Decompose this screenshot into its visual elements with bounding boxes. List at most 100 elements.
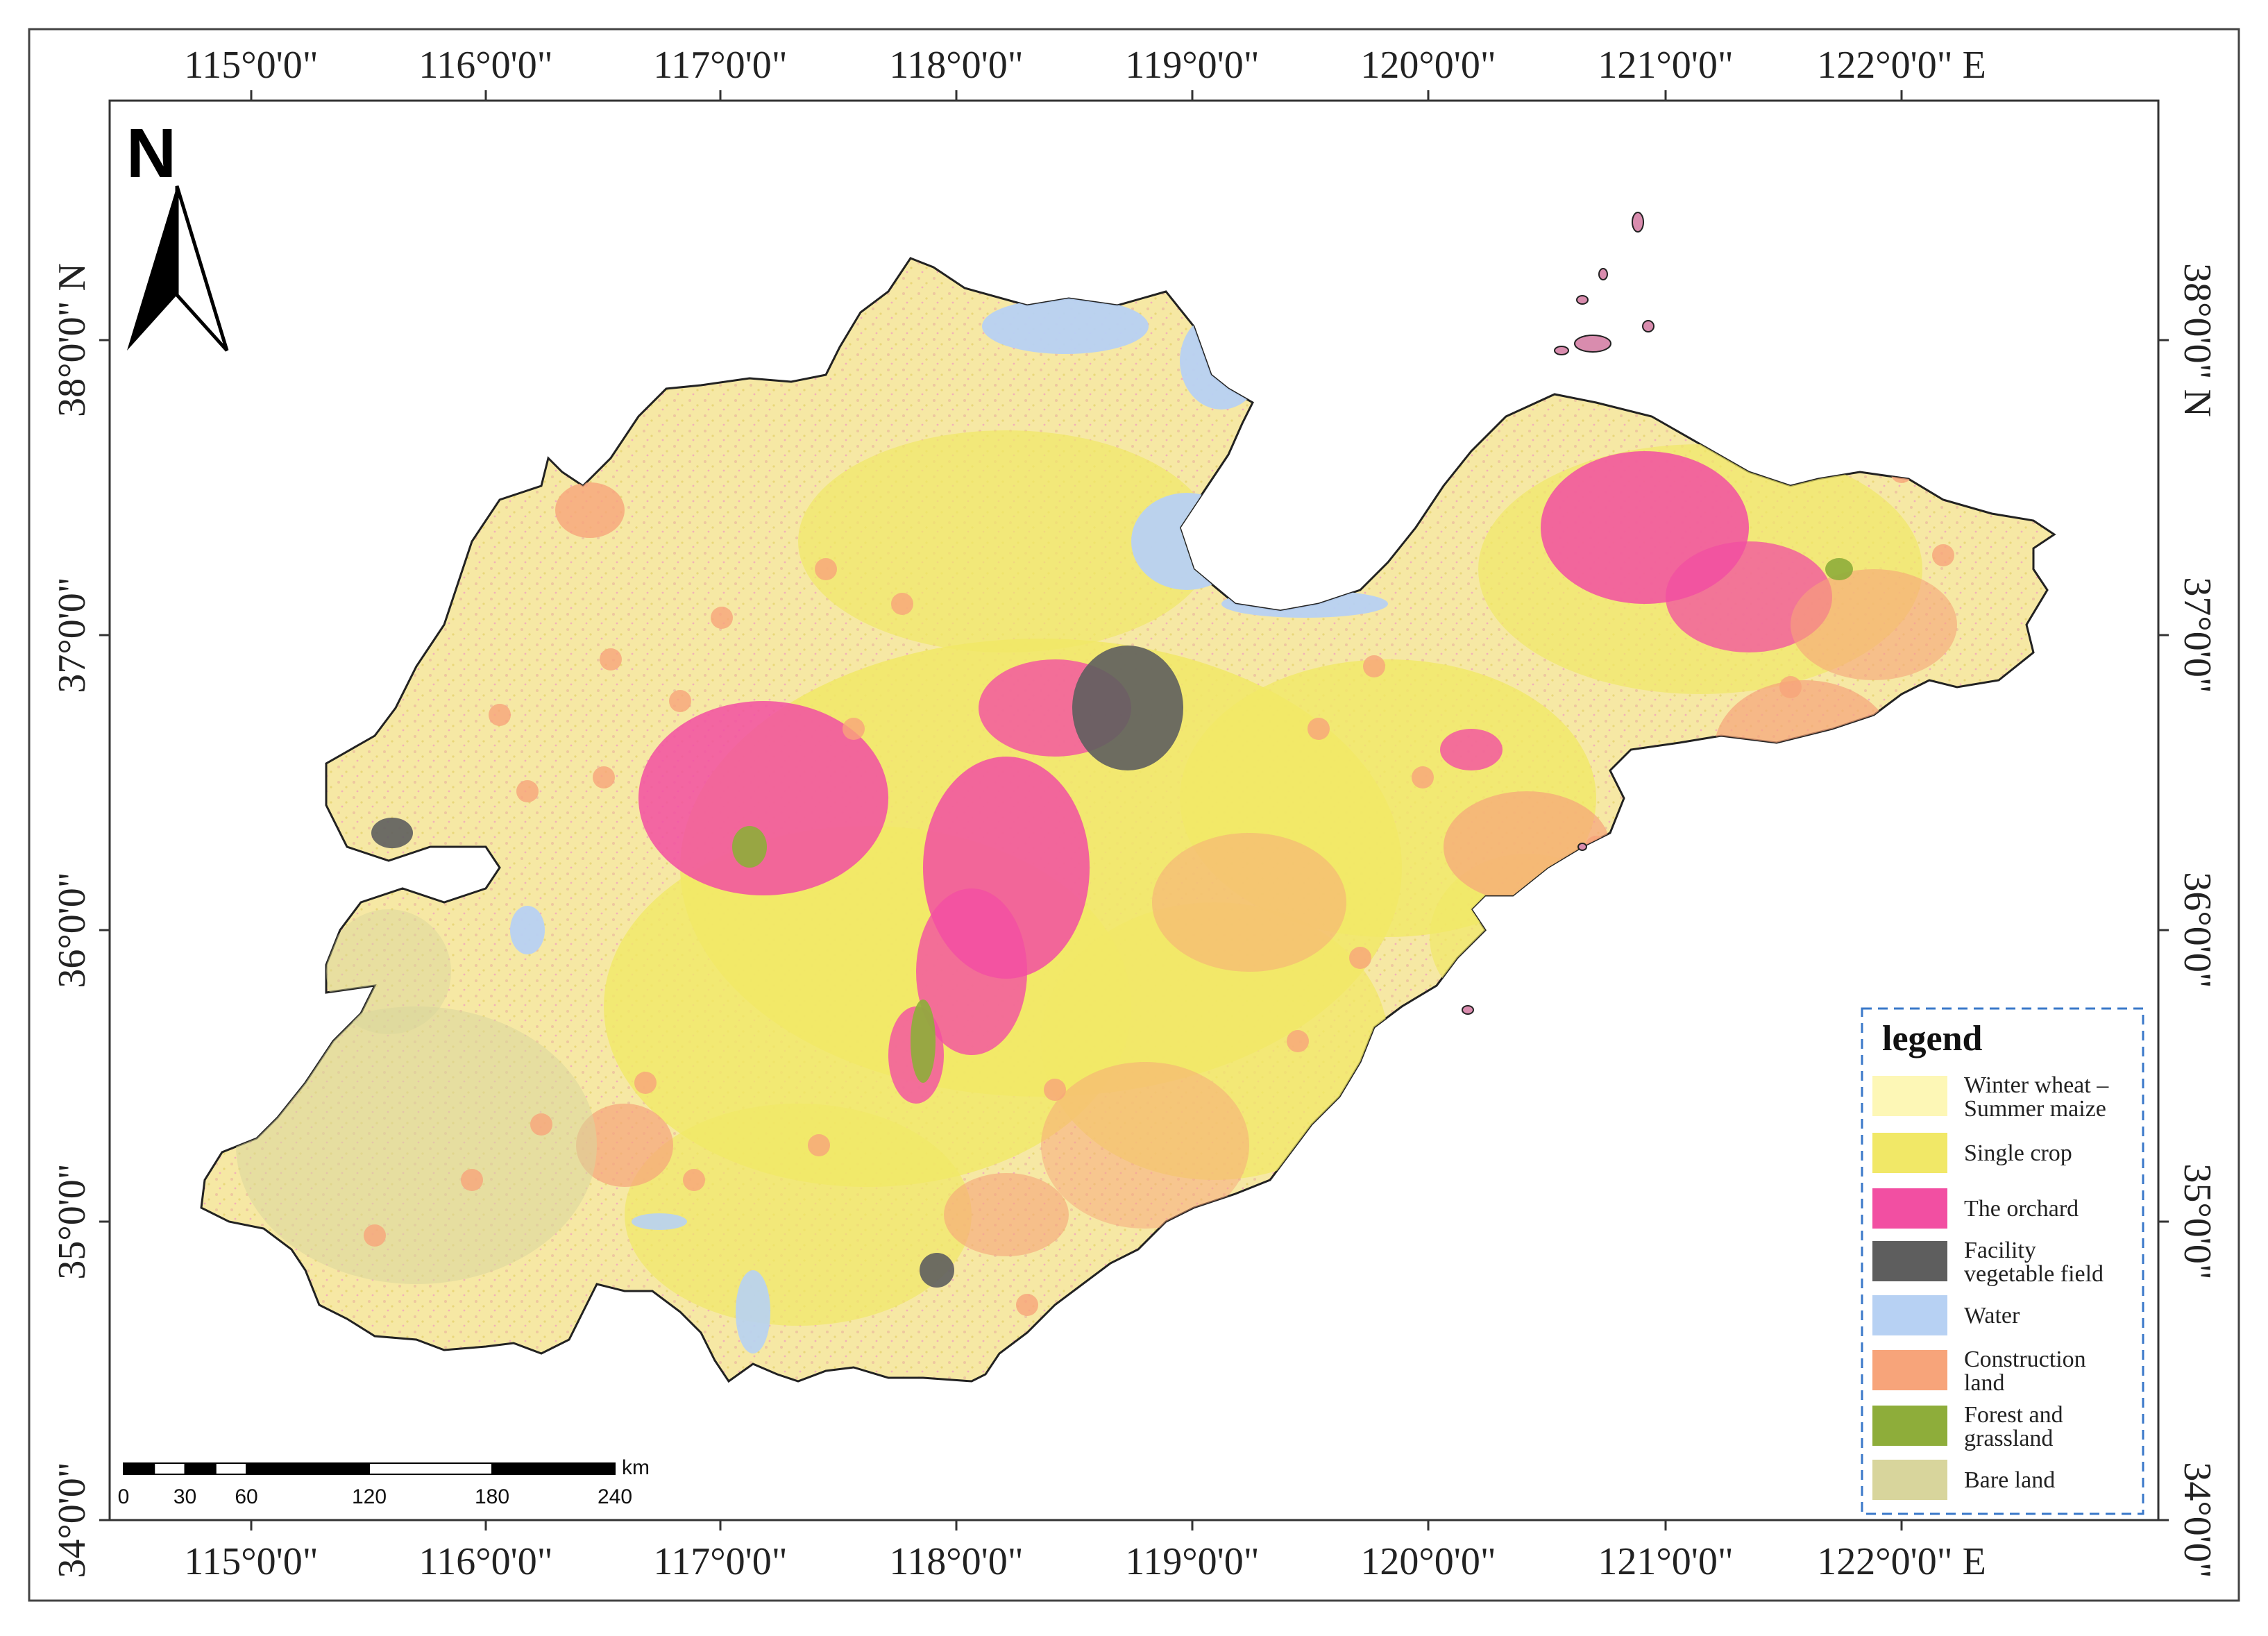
legend-label: Forest and (1964, 1402, 2063, 1428)
north-arrow: N (126, 115, 229, 352)
scale-tick-label: 120 (352, 1485, 387, 1508)
land-use-patch (944, 1173, 1069, 1256)
urban-patch (364, 1224, 386, 1247)
lat-label-left: 35°0'0" (51, 1163, 94, 1279)
land-use-patch (236, 1006, 597, 1284)
land-use-patch (920, 1253, 954, 1288)
scale-segment (369, 1462, 493, 1475)
urban-patch (1585, 836, 1607, 858)
land-use-patches (236, 298, 1957, 1354)
scale-segment (214, 1462, 247, 1475)
land-use-patch (632, 1213, 687, 1230)
urban-patch (593, 766, 615, 789)
island (1598, 268, 1608, 280)
land-use-patch (1825, 558, 1853, 580)
legend-label: vegetable field (1964, 1261, 2104, 1287)
urban-patch (711, 607, 733, 629)
legend-item: Winter wheat –Summer maize (1872, 1072, 2109, 1122)
land-use-patch (326, 909, 451, 1034)
legend-label: Facility (1964, 1238, 2036, 1263)
urban-patch (1932, 544, 1954, 566)
legend-label: Single crop (1964, 1140, 2072, 1166)
legend-swatch (1872, 1350, 1947, 1390)
legend-swatch (1872, 1133, 1947, 1173)
lon-label-top: 115°0'0" (184, 44, 318, 87)
legend-label: Construction (1964, 1347, 2086, 1372)
scale-tick-label: 240 (598, 1485, 632, 1508)
legend-title: legend (1882, 1019, 1983, 1059)
north-arrow-label: N (126, 115, 176, 192)
legend-label: grassland (1964, 1426, 2053, 1451)
land-use-patch (1041, 1062, 1249, 1229)
legend-swatch (1872, 1295, 1947, 1335)
lat-label-left: 36°0'0" (51, 872, 94, 988)
offshore-islands (1462, 212, 1655, 1015)
legend-item: Single crop (1872, 1133, 2072, 1173)
urban-patch (600, 648, 622, 671)
lat-label-right: 38°0'0" N (2176, 263, 2219, 417)
latitude-labels-right: 34°0'0" 35°0'0" 36°0'0" 37°0'0" 38°0'0" N (2158, 263, 2219, 1578)
scale-tick-label: 60 (235, 1485, 257, 1508)
urban-patch (1363, 655, 1385, 677)
legend-label: land (1964, 1370, 2005, 1396)
lon-label-bottom: 121°0'0" (1598, 1540, 1733, 1583)
lat-label-left: 34°0'0" (51, 1462, 94, 1578)
land-use-patch (1562, 864, 1589, 899)
land-use-patch (916, 888, 1027, 1055)
urban-patch (489, 704, 511, 726)
urban-patch (815, 558, 837, 580)
land-use-patch (982, 298, 1149, 354)
legend-item: Bare land (1872, 1460, 2055, 1500)
land-use-patch (1152, 833, 1346, 972)
urban-patch (1044, 1079, 1066, 1101)
scale-tick-label: 0 (118, 1485, 130, 1508)
scale-segment (153, 1462, 186, 1475)
legend-label: Winter wheat – (1964, 1072, 2109, 1098)
legend: legend Winter wheat –Summer maize Single … (1861, 1007, 2144, 1515)
legend-label: Bare land (1964, 1467, 2055, 1493)
land-use-patch (510, 906, 545, 954)
urban-patch (1287, 1030, 1309, 1052)
urban-patch (1016, 1294, 1038, 1316)
legend-item: The orchard (1872, 1188, 2079, 1229)
land-use-patch (625, 1104, 972, 1326)
land-use-patch (576, 1104, 673, 1187)
scale-tick-label: 30 (174, 1485, 196, 1508)
island (1554, 346, 1569, 355)
latitude-labels-left: 34°0'0" 35°0'0" 36°0'0" 37°0'0" 38°0'0" N (51, 263, 110, 1578)
scale-bar: 0 30 60 120 180 240 km (118, 1456, 650, 1508)
lon-label-top: 121°0'0" (1598, 44, 1733, 87)
longitude-labels-top: 115°0'0" 116°0'0" 117°0'0" 118°0'0" 119°0'0"… (184, 44, 1986, 101)
legend-swatch (1872, 1460, 1947, 1500)
lat-label-left: 37°0'0" (51, 577, 94, 693)
land-use-patch (1221, 590, 1388, 618)
legend-swatch (1872, 1188, 1947, 1229)
lon-label-top: 122°0'0" E (1817, 44, 1986, 87)
land-use-patch (1440, 729, 1503, 770)
legend-swatch (1872, 1406, 1947, 1446)
land-use-patch (1714, 680, 1895, 819)
scale-segment (246, 1462, 370, 1475)
lon-label-bottom: 118°0'0" (889, 1540, 1023, 1583)
lon-label-top: 116°0'0" (418, 44, 552, 87)
legend-label: The orchard (1964, 1196, 2079, 1222)
urban-patch (1308, 718, 1330, 740)
urban-patch (634, 1072, 657, 1094)
lon-label-bottom: 115°0'0" (184, 1540, 318, 1583)
urban-patch (461, 1169, 483, 1191)
urban-patch (843, 718, 865, 740)
urban-patch (1134, 1259, 1156, 1281)
scale-tick-label: 180 (475, 1485, 509, 1508)
land-use-patch (732, 826, 767, 868)
island (1574, 335, 1611, 353)
lon-label-bottom: 120°0'0" (1360, 1540, 1496, 1583)
land-use-patch (911, 1000, 936, 1083)
island (1632, 212, 1644, 233)
lat-label-right: 35°0'0" (2176, 1163, 2219, 1279)
island (1642, 320, 1655, 332)
lon-label-bottom: 122°0'0" E (1817, 1540, 1986, 1583)
land-use-patch (1131, 493, 1242, 590)
